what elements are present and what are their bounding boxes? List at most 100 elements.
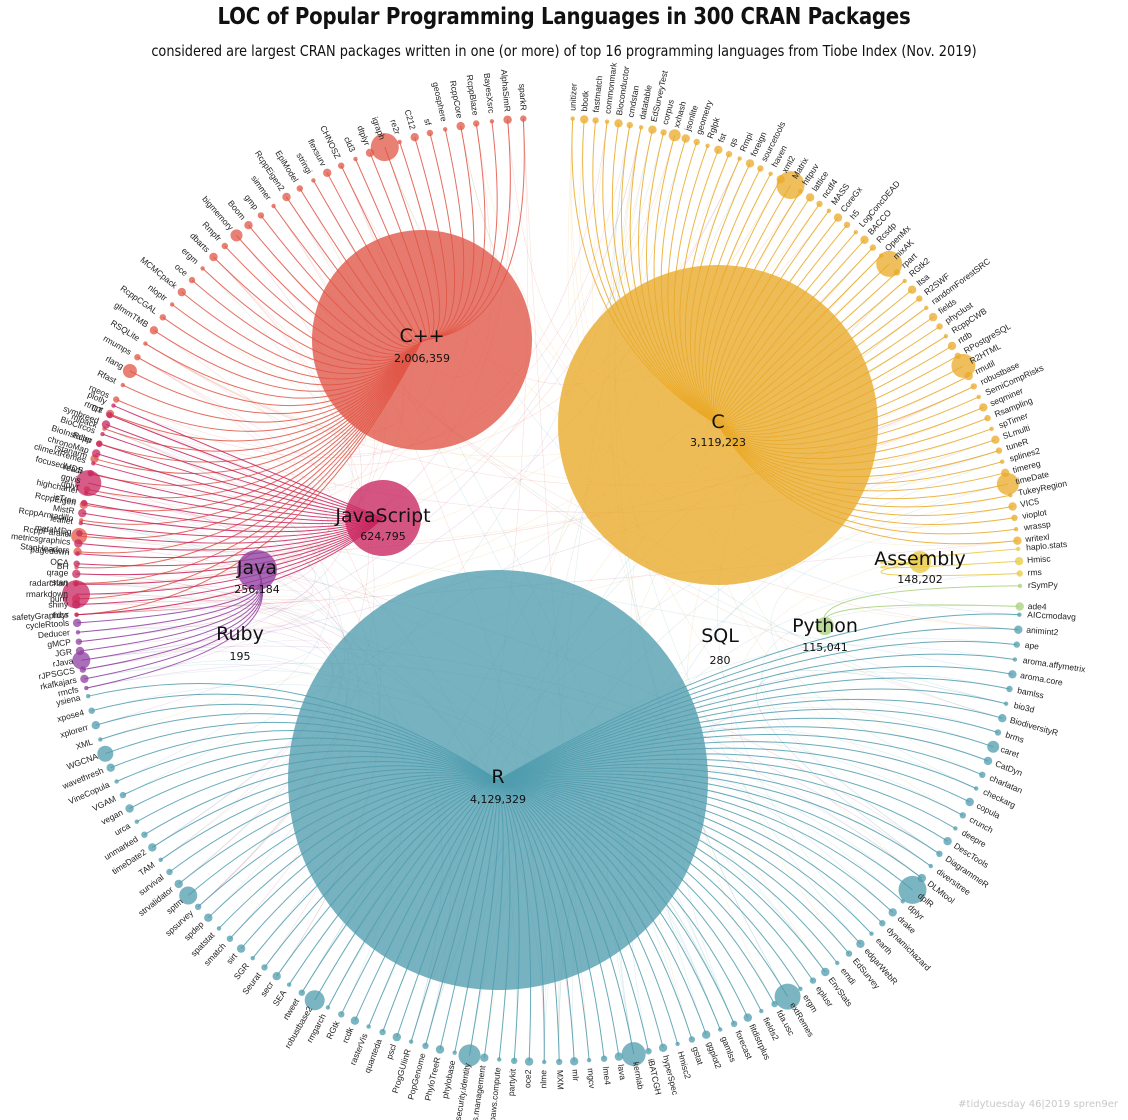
- hub-r[interactable]: [288, 570, 708, 990]
- package-node-rcsdp[interactable]: [869, 244, 877, 251]
- package-node-wgcna[interactable]: [97, 745, 114, 762]
- package-node-paws-compute[interactable]: [497, 1057, 502, 1062]
- package-node-dbarts[interactable]: [209, 252, 218, 262]
- package-node-lattice[interactable]: [805, 193, 815, 202]
- package-node-phyclust[interactable]: [936, 323, 943, 330]
- package-node-pagedown[interactable]: [75, 551, 80, 556]
- package-node-gmp[interactable]: [257, 212, 265, 219]
- package-node-aiccmodavg[interactable]: [1017, 612, 1022, 617]
- package-node-splines2[interactable]: [1000, 459, 1005, 464]
- package-node-smatch[interactable]: [226, 935, 234, 942]
- package-node-lava[interactable]: [614, 1052, 624, 1061]
- package-node-gstat[interactable]: [688, 1036, 696, 1043]
- package-node-rmgarch[interactable]: [325, 1005, 331, 1010]
- package-node-rsympy[interactable]: [1017, 583, 1023, 589]
- package-node-rgtk[interactable]: [338, 1011, 345, 1018]
- package-node-sf[interactable]: [426, 129, 434, 137]
- package-node-corpus[interactable]: [660, 129, 667, 136]
- package-node-gamlss[interactable]: [718, 1027, 723, 1032]
- package-node-rcppblaze[interactable]: [473, 120, 480, 127]
- package-node-biocircos[interactable]: [100, 431, 105, 437]
- package-node-strvalidator[interactable]: [174, 879, 183, 889]
- package-node-cld3[interactable]: [353, 156, 358, 162]
- package-node-sptm[interactable]: [179, 886, 198, 905]
- package-node-oca[interactable]: [73, 560, 80, 567]
- package-node-jgr[interactable]: [75, 646, 85, 656]
- package-node-rgtk2[interactable]: [902, 278, 907, 284]
- package-node-envstats[interactable]: [821, 967, 830, 977]
- package-node-vinecopula[interactable]: [114, 779, 119, 784]
- package-node-gmcp[interactable]: [75, 638, 83, 645]
- package-node-tukeyregion[interactable]: [1008, 493, 1013, 498]
- package-node-drake[interactable]: [888, 908, 897, 917]
- package-node-robustbase[interactable]: [970, 383, 977, 390]
- package-node-qrage[interactable]: [72, 569, 81, 579]
- package-node-aroma-core[interactable]: [1008, 670, 1017, 679]
- package-node-fields[interactable]: [928, 312, 938, 322]
- package-node-popgenome[interactable]: [422, 1042, 429, 1050]
- package-node-ergm[interactable]: [798, 986, 803, 991]
- package-node-eplusr[interactable]: [809, 977, 817, 984]
- package-node-ape[interactable]: [1013, 641, 1020, 648]
- package-node-httpuv[interactable]: [798, 189, 803, 194]
- package-node-spatstat[interactable]: [216, 926, 222, 931]
- package-node-ade4[interactable]: [1015, 602, 1024, 611]
- package-node-sourcetools[interactable]: [757, 165, 764, 172]
- package-node-partykit[interactable]: [511, 1057, 518, 1065]
- package-node-alphasimr[interactable]: [503, 115, 512, 124]
- package-node-rmcfs[interactable]: [84, 685, 89, 691]
- package-node-rgeos[interactable]: [113, 396, 120, 403]
- package-node-slmulti[interactable]: [991, 435, 1000, 444]
- package-node-rjava[interactable]: [72, 651, 91, 670]
- package-node-cyclertools[interactable]: [72, 618, 82, 628]
- package-node-mgcv[interactable]: [586, 1058, 592, 1063]
- package-node-randomforestsrc[interactable]: [924, 305, 929, 310]
- package-node-r2html[interactable]: [951, 353, 976, 378]
- package-node-nlme[interactable]: [542, 1059, 547, 1065]
- package-node-ncdf4[interactable]: [816, 200, 823, 208]
- package-node-seqminer[interactable]: [979, 403, 988, 412]
- package-node-writexl[interactable]: [1013, 536, 1022, 545]
- package-node-robustbase2[interactable]: [304, 990, 325, 1011]
- package-node-spsurvey[interactable]: [194, 903, 202, 910]
- package-node-vioplot[interactable]: [1011, 514, 1018, 521]
- package-node-survival[interactable]: [166, 868, 173, 876]
- package-node-chronomap[interactable]: [92, 449, 101, 458]
- package-node-dplr[interactable]: [898, 875, 927, 904]
- package-node-wavethresh[interactable]: [106, 763, 115, 772]
- package-node-xml[interactable]: [98, 737, 103, 742]
- hub-python[interactable]: [816, 617, 834, 635]
- package-node-rcppcgal[interactable]: [159, 314, 166, 321]
- package-node-fda-usc[interactable]: [771, 1000, 778, 1008]
- package-node-commonmark[interactable]: [604, 119, 610, 124]
- package-node-checkarg[interactable]: [974, 786, 979, 791]
- package-node-nloptr[interactable]: [169, 302, 175, 307]
- package-node-bayesxsrc[interactable]: [489, 119, 495, 124]
- package-node-earth[interactable]: [869, 931, 874, 936]
- package-node-glmmtmb[interactable]: [149, 326, 159, 335]
- package-node-mxm[interactable]: [556, 1058, 563, 1066]
- package-node-haven[interactable]: [768, 171, 773, 176]
- package-node-rsqlite[interactable]: [143, 341, 148, 346]
- package-node-qs[interactable]: [725, 150, 733, 158]
- package-node-bbotk[interactable]: [580, 115, 589, 124]
- package-node-sirt[interactable]: [236, 944, 246, 953]
- package-node-rglpk[interactable]: [705, 143, 710, 148]
- package-node-rcdk[interactable]: [350, 1016, 360, 1025]
- package-node-foreign[interactable]: [745, 159, 755, 168]
- package-node-rmarkdown[interactable]: [62, 580, 90, 609]
- package-node-edsurveytest[interactable]: [648, 125, 657, 134]
- package-node-diagrammer[interactable]: [936, 850, 943, 857]
- package-node-fastmatch[interactable]: [592, 117, 599, 124]
- package-node-mcmcpack[interactable]: [177, 287, 186, 297]
- package-node-leaflet[interactable]: [78, 520, 84, 526]
- package-node-fields2[interactable]: [759, 1008, 764, 1014]
- package-node-secr[interactable]: [272, 972, 281, 981]
- package-node-vic5[interactable]: [1008, 502, 1017, 511]
- package-node-edgarwebr[interactable]: [856, 939, 865, 948]
- package-node-dplyr[interactable]: [900, 899, 905, 904]
- hub-cpp[interactable]: [312, 230, 532, 450]
- package-node-animint2[interactable]: [1014, 625, 1023, 634]
- package-node-epimodel[interactable]: [296, 185, 303, 192]
- hub-java[interactable]: [237, 550, 277, 590]
